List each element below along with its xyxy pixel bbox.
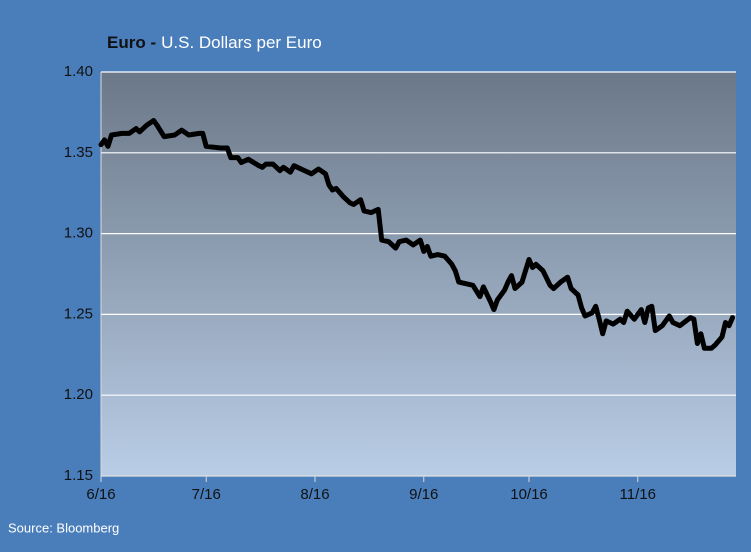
x-tick-label: 11/16 bbox=[620, 486, 656, 503]
x-tick-label: 9/16 bbox=[409, 486, 438, 503]
x-tick-label: 6/16 bbox=[86, 486, 115, 503]
line bbox=[98, 118, 735, 351]
y-tick-label: 1.35 bbox=[64, 144, 93, 161]
y-tick-label: 1.25 bbox=[64, 305, 93, 322]
x-tick-label: 8/16 bbox=[300, 486, 329, 503]
chart-title: Euro - U.S. Dollars per Euro bbox=[107, 33, 322, 52]
x-tick-label: 10/16 bbox=[510, 486, 548, 503]
y-tick-label: 1.15 bbox=[64, 467, 93, 484]
x-tick-label: 7/16 bbox=[192, 486, 221, 503]
subtitle: U.S. Dollars per Euro bbox=[161, 33, 322, 52]
title: Euro - bbox=[107, 33, 156, 52]
y-tick-label: 1.20 bbox=[64, 386, 93, 403]
source: Source: Bloomberg bbox=[8, 520, 119, 535]
y-tick-label: 1.40 bbox=[64, 63, 93, 80]
y-tick-label: 1.30 bbox=[64, 225, 93, 242]
